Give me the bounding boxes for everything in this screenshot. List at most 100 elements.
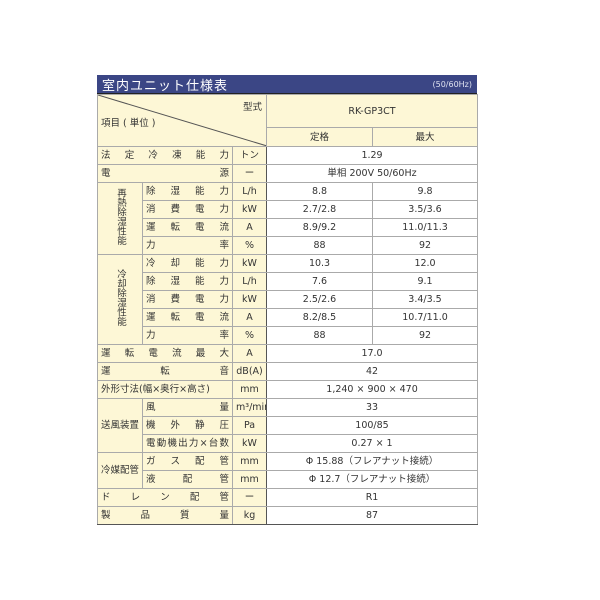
table-row: 冷媒配管 ガス配管 mm Φ 15.88（フレアナット接続） xyxy=(97,452,479,489)
table-row: 除湿能力 L/h 7.6 9.1 xyxy=(98,272,479,291)
unit-cell: kg xyxy=(231,506,268,525)
max-value-cell: 9.1 xyxy=(372,272,479,291)
unit-cell: kW xyxy=(231,290,268,309)
rated-value-cell: 2.5/2.6 xyxy=(266,290,374,309)
rated-value-cell: 7.6 xyxy=(266,272,374,291)
unit-cell: A xyxy=(231,218,268,237)
diagonal-line xyxy=(98,95,266,146)
item-label: 運転電流最大 xyxy=(97,344,233,363)
max-value-cell: 3.4/3.5 xyxy=(372,290,479,309)
value-cell: 単相 200V 50/60Hz xyxy=(266,164,479,183)
table-row: 製品質量 kg 87 xyxy=(97,506,479,525)
rated-value-cell: 8.8 xyxy=(266,182,374,201)
unit-cell: dB(A) xyxy=(231,362,268,381)
item-label: 力率 xyxy=(142,326,233,345)
max-value-cell: 92 xyxy=(372,236,479,255)
value-cell: 33 xyxy=(266,398,479,417)
unit-cell: ー xyxy=(231,164,268,183)
table-title: 室内ユニット仕様表 xyxy=(102,78,229,94)
max-value-cell: 11.0/11.3 xyxy=(372,218,479,237)
group-label-text: 再熱除湿性能 xyxy=(115,188,126,245)
table-row: 冷却除湿性能 冷却能力 kW 10.3 12.0 xyxy=(97,254,479,345)
type-label: 型式 xyxy=(243,102,263,113)
item-label: 風量 xyxy=(142,398,233,417)
unit-cell: A xyxy=(231,344,268,363)
spec-table: 型式 項目 ( 単位 ) RK-GP3CT 定格 最大 法定冷凍能力 トン 1.29… xyxy=(96,93,479,525)
table-row: 運転電流最大 A 17.0 xyxy=(97,344,479,363)
unit-cell: kW xyxy=(231,434,268,453)
unit-cell: トン xyxy=(231,146,268,165)
item-label: 製品質量 xyxy=(97,506,233,525)
value-cell: Φ 12.7（フレアナット接続） xyxy=(266,470,479,489)
rated-value-cell: 2.7/2.8 xyxy=(266,200,374,219)
table-row: 液配管 mm Φ 12.7（フレアナット接続） xyxy=(98,470,479,489)
table-row: 電動機出力×台数 kW 0.27 × 1 xyxy=(98,434,479,453)
group-label: 冷媒配管 xyxy=(97,452,143,489)
unit-cell: L/h xyxy=(231,272,268,291)
value-cell: 0.27 × 1 xyxy=(266,434,479,453)
value-cell: 17.0 xyxy=(266,344,479,363)
item-label: 液配管 xyxy=(142,470,233,489)
max-value-cell: 3.5/3.6 xyxy=(372,200,479,219)
spec-table-container: 室内ユニット仕様表 (50/60Hz) 型式 項目 ( 単位 ) RK-GP3C… xyxy=(96,75,479,525)
rated-value-cell: 8.2/8.5 xyxy=(266,308,374,327)
item-label: 電動機出力×台数 xyxy=(142,434,233,453)
value-cell: 1,240 × 900 × 470 xyxy=(266,380,479,399)
item-label: 外形寸法(幅×奥行×高さ) xyxy=(97,380,233,399)
group-label: 送風装置 xyxy=(97,398,143,453)
group-label-text: 冷却除湿性能 xyxy=(115,269,126,326)
unit-cell: % xyxy=(231,326,268,345)
unit-cell: ー xyxy=(231,488,268,507)
item-label: ガス配管 xyxy=(142,452,233,471)
table-row: ドレン配管ー R1 xyxy=(97,488,479,507)
item-label: 消費電力 xyxy=(142,290,233,309)
table-row: 電源ー単相 200V 50/60Hz xyxy=(97,164,479,183)
rated-value-cell: 8.9/9.2 xyxy=(266,218,374,237)
unit-cell: kW xyxy=(231,254,268,273)
table-row: 法定冷凍能力 トン 1.29 xyxy=(97,146,479,165)
unit-cell: A xyxy=(231,308,268,327)
unit-cell: kW xyxy=(231,200,268,219)
item-label: 運転音 xyxy=(97,362,233,381)
group-label: 冷却除湿性能 xyxy=(97,254,143,345)
item-label: 消費電力 xyxy=(142,200,233,219)
item-label: 除湿能力 xyxy=(142,182,233,201)
value-cell: 1.29 xyxy=(266,146,479,165)
table-row: 消費電力 kW 2.7/2.8 3.5/3.6 xyxy=(98,200,479,219)
item-label: 運転電流 xyxy=(142,218,233,237)
max-value-cell: 92 xyxy=(372,326,479,345)
table-row: 再熱除湿性能 除湿能力 L/h 8.8 9.8 xyxy=(97,182,479,255)
header-row: 型式 項目 ( 単位 ) RK-GP3CT xyxy=(96,93,479,147)
table-row: 運転音 dB(A) 42 xyxy=(97,362,479,381)
value-cell: 87 xyxy=(266,506,479,525)
rated-value-cell: 88 xyxy=(266,326,374,345)
max-header: 最大 xyxy=(372,127,479,147)
value-cell: 42 xyxy=(266,362,479,381)
unit-cell: Pa xyxy=(231,416,268,435)
item-label: 電源 xyxy=(97,164,233,183)
unit-cell: L/h xyxy=(231,182,268,201)
header-subrow: 定格 最大 xyxy=(98,127,479,147)
table-row: 機外静圧 Pa 100/85 xyxy=(98,416,479,435)
table-row: 運転電流 A 8.9/9.2 11.0/11.3 xyxy=(98,218,479,237)
max-value-cell: 12.0 xyxy=(372,254,479,273)
table-row: 力率% 88 92 xyxy=(98,236,479,255)
item-label: 法定冷凍能力 xyxy=(97,146,233,165)
unit-cell: mm xyxy=(231,380,268,399)
unit-cell: m³/min xyxy=(231,398,268,417)
group-label-text: 冷媒配管 xyxy=(101,464,140,476)
table-row: 運転電流 A 8.2/8.5 10.7/11.0 xyxy=(98,308,479,327)
value-cell: 100/85 xyxy=(266,416,479,435)
title-bar: 室内ユニット仕様表 (50/60Hz) xyxy=(97,75,477,94)
item-label: ドレン配管 xyxy=(97,488,233,507)
group-label-text: 送風装置 xyxy=(101,419,140,431)
max-value-cell: 10.7/11.0 xyxy=(372,308,479,327)
value-cell: R1 xyxy=(266,488,479,507)
frequency-note: (50/60Hz) xyxy=(432,79,472,89)
header-diagonal-cell: 型式 項目 ( 単位 ) xyxy=(96,94,268,147)
unit-cell: % xyxy=(231,236,268,255)
rated-value-cell: 88 xyxy=(266,236,374,255)
value-cell: Φ 15.88（フレアナット接続） xyxy=(266,452,479,471)
table-row: 外形寸法(幅×奥行×高さ) mm 1,240 × 900 × 470 xyxy=(97,380,479,399)
